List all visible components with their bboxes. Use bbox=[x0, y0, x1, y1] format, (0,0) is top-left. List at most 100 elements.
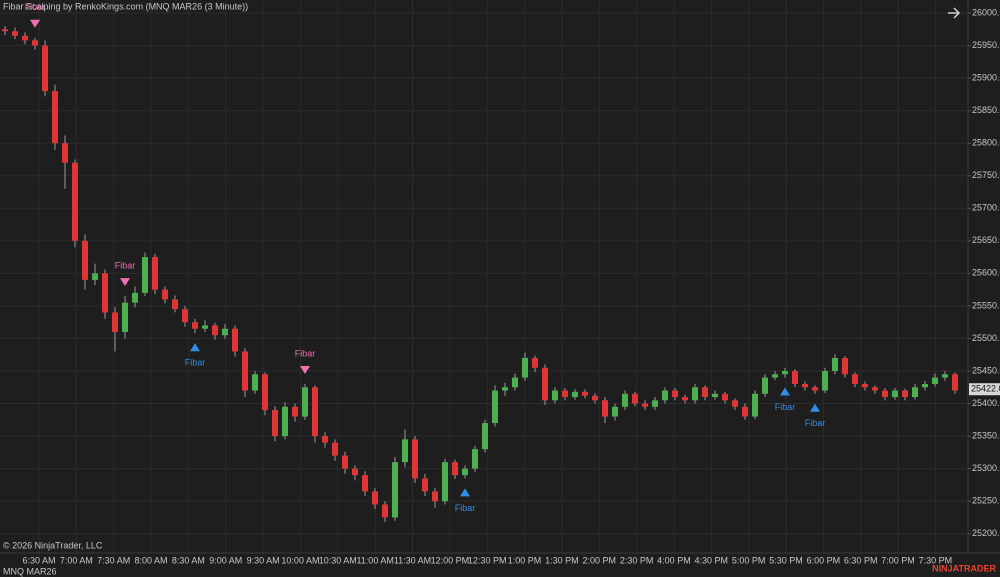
candle-body bbox=[272, 410, 278, 437]
candle-body bbox=[42, 45, 48, 92]
x-tick-label: 5:00 PM bbox=[732, 555, 766, 565]
candle-body bbox=[72, 162, 78, 241]
last-price-label: 25422.00 bbox=[971, 384, 1000, 394]
y-tick-label: 25750.00 bbox=[972, 170, 1000, 180]
sell-signal-marker bbox=[300, 366, 310, 375]
x-tick-label: 9:00 AM bbox=[209, 555, 242, 565]
candle-body bbox=[702, 387, 708, 398]
candle-body bbox=[122, 302, 128, 332]
candle-body bbox=[732, 400, 738, 407]
candle-body bbox=[92, 273, 98, 280]
buy-signal-label: Fibar bbox=[185, 358, 206, 368]
x-tick-label: 7:30 PM bbox=[919, 555, 953, 565]
candle-body bbox=[802, 384, 808, 388]
candle-body bbox=[82, 240, 88, 280]
x-tick-label: 2:00 PM bbox=[582, 555, 616, 565]
y-tick-label: 25900.00 bbox=[972, 72, 1000, 82]
candle-body bbox=[112, 312, 118, 332]
x-tick-label: 8:00 AM bbox=[135, 555, 168, 565]
candle-body bbox=[902, 390, 908, 398]
candle-body bbox=[862, 384, 868, 388]
sell-signal-marker bbox=[120, 278, 130, 287]
candles bbox=[2, 26, 958, 523]
candle-body bbox=[612, 406, 618, 417]
candle-body bbox=[502, 387, 508, 391]
candle-body bbox=[132, 292, 138, 303]
y-tick-label: 25600.00 bbox=[972, 268, 1000, 278]
candle-body bbox=[472, 449, 478, 469]
candle-body bbox=[172, 299, 178, 310]
candle-body bbox=[292, 406, 298, 417]
candle-body bbox=[892, 390, 898, 398]
grid bbox=[0, 0, 968, 553]
candle-body bbox=[922, 384, 928, 388]
sell-signal-label: Fibar bbox=[115, 261, 136, 271]
candle-body bbox=[622, 393, 628, 407]
sell-signal-marker bbox=[30, 19, 40, 28]
candle-body bbox=[562, 390, 568, 398]
candle-body bbox=[402, 439, 408, 463]
candle-body bbox=[212, 325, 218, 336]
candle-body bbox=[192, 322, 198, 329]
candle-body bbox=[912, 387, 918, 398]
candle-body bbox=[52, 91, 58, 144]
x-tick-label: 4:30 PM bbox=[695, 555, 729, 565]
y-tick-label: 25500.00 bbox=[972, 333, 1000, 343]
x-tick-label: 6:00 PM bbox=[807, 555, 841, 565]
x-tick-label: 7:00 AM bbox=[60, 555, 93, 565]
candle-body bbox=[882, 390, 888, 398]
x-tick-label: 7:00 PM bbox=[881, 555, 915, 565]
y-tick-label: 25950.00 bbox=[972, 40, 1000, 50]
buy-signal-marker bbox=[190, 343, 200, 352]
candle-body bbox=[452, 462, 458, 476]
candle-body bbox=[492, 390, 498, 424]
candle-body bbox=[792, 371, 798, 385]
buy-signal-label: Fibar bbox=[775, 402, 796, 412]
candle-body bbox=[532, 357, 538, 368]
candle-body bbox=[872, 387, 878, 391]
candle-body bbox=[22, 35, 28, 41]
candle-body bbox=[482, 423, 488, 450]
candle-body bbox=[262, 374, 268, 411]
candle-body bbox=[632, 393, 638, 404]
y-tick-label: 25400.00 bbox=[972, 398, 1000, 408]
candle-body bbox=[252, 374, 258, 391]
candle-body bbox=[712, 393, 718, 398]
x-tick-label: 11:30 AM bbox=[394, 555, 431, 565]
candle-body bbox=[332, 442, 338, 456]
expand-arrow[interactable] bbox=[948, 7, 961, 19]
candle-body bbox=[512, 377, 518, 388]
x-tick-label: 10:30 AM bbox=[319, 555, 357, 565]
y-tick-label: 25350.00 bbox=[972, 430, 1000, 440]
candle-body bbox=[32, 40, 38, 46]
candle-body bbox=[282, 406, 288, 437]
candle-body bbox=[572, 391, 578, 398]
candle-body bbox=[742, 406, 748, 417]
x-tick-label: 10:00 AM bbox=[281, 555, 319, 565]
y-tick-label: 25850.00 bbox=[972, 105, 1000, 115]
x-tick-label: 4:00 PM bbox=[657, 555, 691, 565]
candle-body bbox=[62, 143, 68, 163]
candle-body bbox=[422, 478, 428, 492]
candle-body bbox=[322, 436, 328, 443]
instrument-label: MNQ MAR26 bbox=[3, 566, 57, 576]
brand-logo: NINJATRADER bbox=[932, 563, 996, 573]
x-tick-label: 12:30 PM bbox=[468, 555, 507, 565]
buy-signal-marker bbox=[460, 488, 470, 497]
candle-body bbox=[12, 31, 18, 36]
candle-body bbox=[222, 328, 228, 336]
candle-body bbox=[602, 400, 608, 417]
candle-body bbox=[202, 325, 208, 329]
y-tick-label: 25700.00 bbox=[972, 203, 1000, 213]
candle-body bbox=[232, 328, 238, 352]
chart-title: Fibar Scalping by RenkoKings.com (MNQ MA… bbox=[3, 1, 248, 11]
candle-body bbox=[542, 367, 548, 401]
candle-body bbox=[642, 403, 648, 407]
candle-body bbox=[462, 468, 468, 476]
x-tick-label: 11:00 AM bbox=[356, 555, 393, 565]
candle-body bbox=[432, 491, 438, 502]
candle-body bbox=[372, 491, 378, 505]
candle-body bbox=[772, 374, 778, 378]
candle-body bbox=[152, 257, 158, 290]
candle-body bbox=[442, 462, 448, 502]
